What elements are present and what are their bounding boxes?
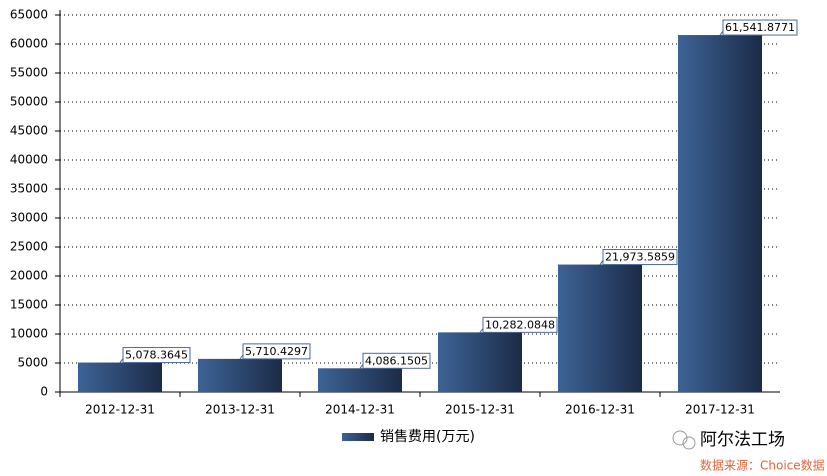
data-label: 5,710.4297: [245, 345, 308, 358]
data-label-box: [482, 316, 558, 333]
leader-line: [359, 364, 364, 369]
leader-line: [599, 260, 604, 265]
y-tick-label: 55000: [10, 66, 48, 80]
y-tick-label: 40000: [10, 153, 48, 167]
y-tick-label: 0: [40, 385, 48, 399]
leader-line: [119, 358, 124, 363]
x-tick-label: 2014-12-31: [325, 403, 395, 417]
y-tick-label: 20000: [10, 269, 48, 283]
y-tick-label: 15000: [10, 298, 48, 312]
brand: 阿尔法工场: [700, 430, 785, 450]
legend-swatch: [342, 433, 374, 441]
legend-label: 销售费用(万元): [380, 429, 475, 445]
wechat-icon: [682, 436, 696, 450]
y-tick-label: 25000: [10, 240, 48, 254]
data-label-box: [242, 343, 311, 360]
y-tick-label: 35000: [10, 182, 48, 196]
y-tick-label: 30000: [10, 211, 48, 225]
data-label-box: [362, 352, 431, 369]
bar: [438, 332, 522, 392]
data-label-box: [722, 19, 798, 36]
data-label: 5,078.3645: [125, 349, 188, 362]
data-label-box: [122, 347, 191, 364]
x-tick-label: 2017-12-31: [685, 403, 755, 417]
y-tick-label: 10000: [10, 327, 48, 341]
source: 数据来源：Choice数据: [700, 458, 825, 473]
x-tick-label: 2016-12-31: [565, 403, 635, 417]
leader-line: [239, 354, 244, 360]
y-tick-label: 5000: [17, 356, 48, 370]
x-tick-label: 2015-12-31: [445, 403, 515, 417]
data-label: 4,086.1505: [365, 354, 428, 367]
data-label: 61,541.8771: [725, 21, 795, 34]
wechat-icon: [672, 430, 688, 446]
x-tick-label: 2012-12-31: [85, 403, 155, 417]
bar: [318, 368, 402, 392]
bar: [558, 264, 642, 392]
bar: [198, 358, 282, 392]
data-label-box: [602, 249, 678, 266]
y-tick-label: 60000: [10, 37, 48, 51]
bar: [678, 35, 762, 392]
watermark: 阿尔法工场 数据来源：Choice数据: [672, 430, 825, 473]
leader-line: [479, 328, 484, 333]
y-tick-label: 65000: [10, 8, 48, 22]
bar: [78, 362, 162, 392]
x-tick-label: 2013-12-31: [205, 403, 275, 417]
y-tick-label: 45000: [10, 124, 48, 138]
data-label: 10,282.0848: [485, 318, 555, 331]
data-label: 21,973.5859: [605, 251, 675, 264]
leader-line: [719, 30, 724, 36]
y-tick-label: 50000: [10, 95, 48, 109]
